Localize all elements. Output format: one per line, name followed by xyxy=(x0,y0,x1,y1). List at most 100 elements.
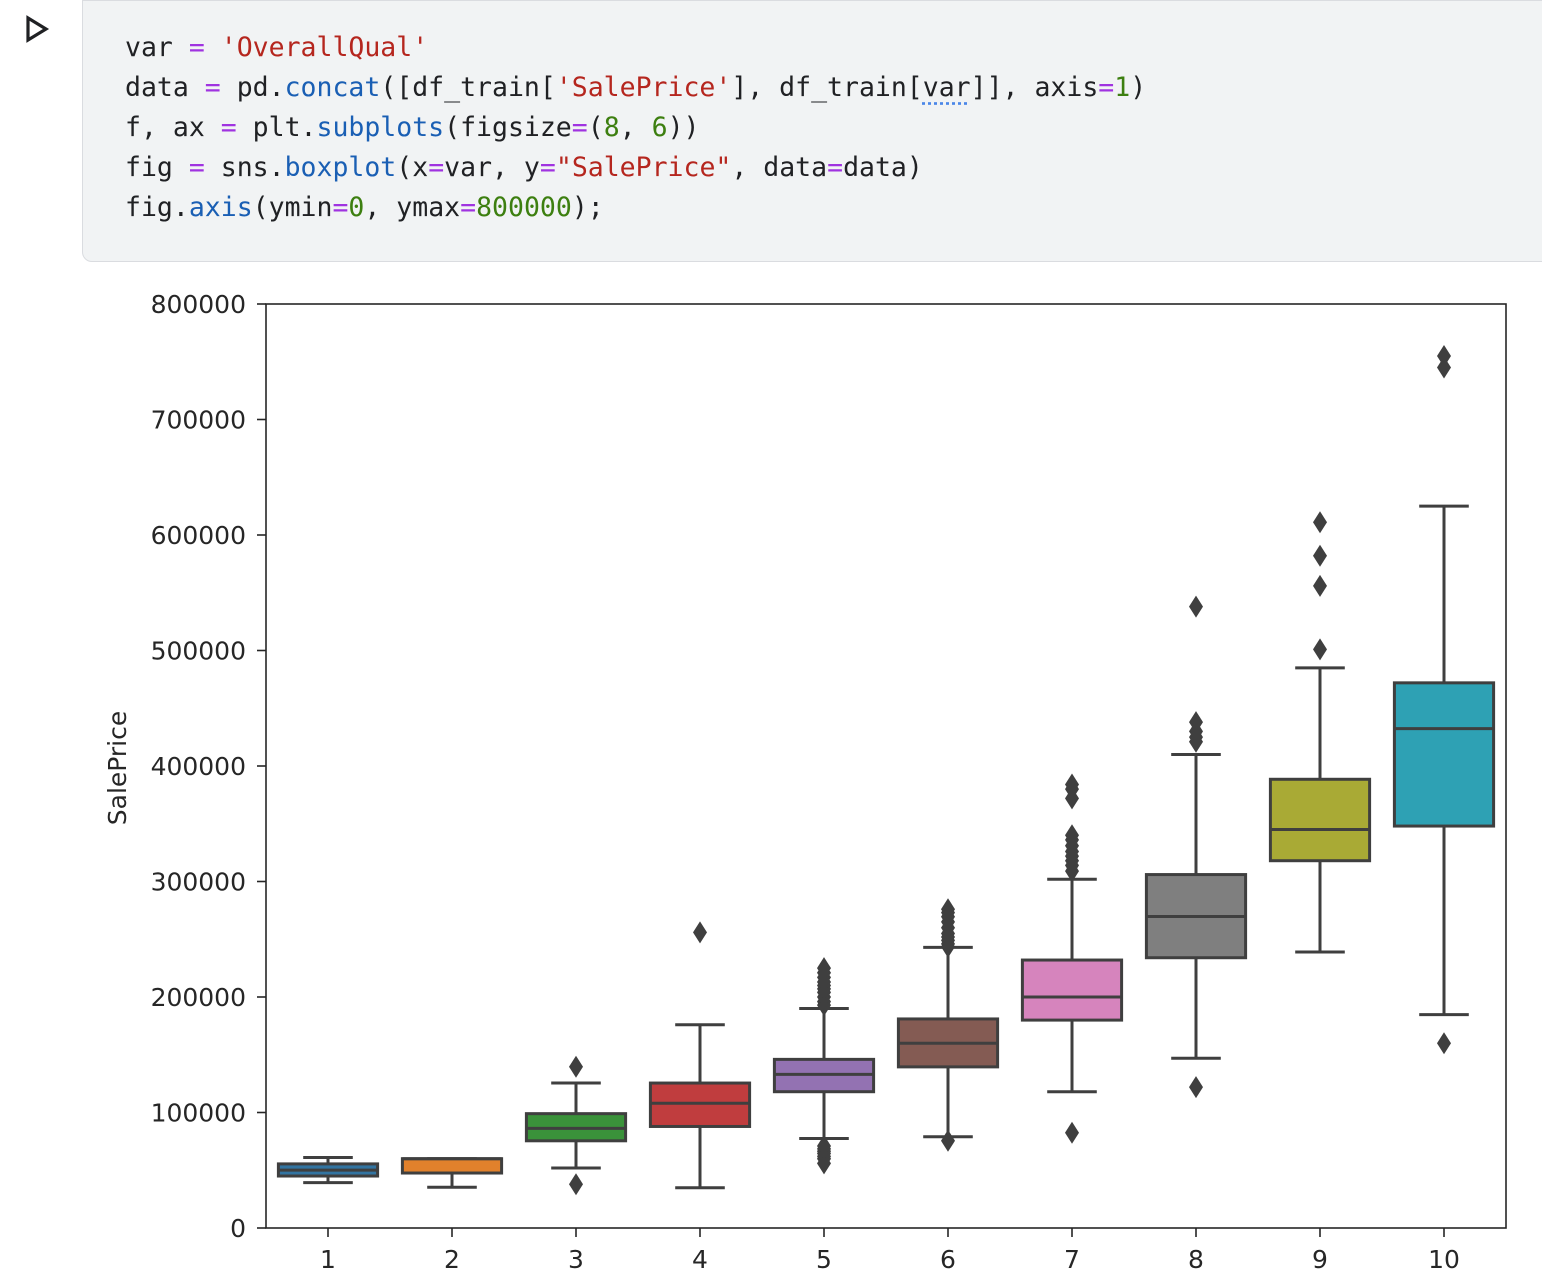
code-token: plt. xyxy=(236,112,317,143)
outlier-point xyxy=(1065,1121,1079,1144)
code-token: var xyxy=(922,72,971,103)
code-line: fig = sns.boxplot(x=var, y="SalePrice", … xyxy=(125,148,1146,188)
code-editor[interactable]: var = 'OverallQual' data = pd.concat([df_… xyxy=(125,28,1146,228)
outlier-point xyxy=(1313,638,1327,661)
code-token: fig xyxy=(125,152,189,183)
outlier-point xyxy=(941,1129,955,1152)
code-token: = xyxy=(460,192,477,223)
y-axis-label: SalePrice xyxy=(103,711,132,826)
code-token: 8 xyxy=(603,112,620,143)
outlier-point xyxy=(1189,711,1203,734)
code-token: 'SalePrice' xyxy=(555,72,732,103)
code-token: 800000 xyxy=(476,192,572,223)
code-cell[interactable]: var = 'OverallQual' data = pd.concat([df_… xyxy=(82,0,1542,262)
outlier-point xyxy=(569,1055,583,1078)
outlier-point xyxy=(1189,595,1203,618)
y-tick-label: 800000 xyxy=(151,290,246,319)
code-token: )) xyxy=(667,112,700,143)
outlier-point xyxy=(569,1173,583,1196)
outlier-point xyxy=(1313,511,1327,534)
x-tick-label: 4 xyxy=(692,1245,708,1274)
code-token: ], df_train[ xyxy=(731,72,923,103)
code-token: 6 xyxy=(651,112,668,143)
code-token: f, ax xyxy=(125,112,221,143)
code-token: (x xyxy=(396,152,429,183)
code-line: fig.axis(ymin=0, ymax=800000); xyxy=(125,188,1146,228)
outlier-point xyxy=(693,921,707,944)
x-tick-label: 3 xyxy=(568,1245,584,1274)
code-token: concat xyxy=(284,72,381,103)
code-token: = xyxy=(571,112,588,143)
outlier-point xyxy=(1313,544,1327,567)
code-token: ([df_train[ xyxy=(380,72,556,103)
code-token: 1 xyxy=(1114,72,1131,103)
y-tick-label: 300000 xyxy=(151,868,246,897)
x-tick-label: 10 xyxy=(1428,1245,1460,1274)
run-cell-button[interactable] xyxy=(22,14,52,44)
outlier-point xyxy=(1437,1032,1451,1055)
y-tick-label: 500000 xyxy=(151,637,246,666)
code-token: = xyxy=(188,32,205,63)
code-token: var, y xyxy=(444,152,540,183)
code-line: data = pd.concat([df_train['SalePrice'],… xyxy=(125,68,1146,108)
code-token: fig. xyxy=(125,192,189,223)
code-line: var = 'OverallQual' xyxy=(125,28,1146,68)
code-token: data xyxy=(125,72,205,103)
y-tick-label: 400000 xyxy=(151,752,246,781)
code-token: var xyxy=(125,32,189,63)
code-token: ); xyxy=(571,192,604,223)
code-token: = xyxy=(827,152,844,183)
code-token: (ymin xyxy=(252,192,333,223)
code-token: subplots xyxy=(316,112,445,143)
code-token: 0 xyxy=(348,192,365,223)
x-tick-label: 8 xyxy=(1188,1245,1204,1274)
code-token: , data xyxy=(731,152,828,183)
code-token: , xyxy=(619,112,652,143)
x-tick-label: 7 xyxy=(1064,1245,1080,1274)
code-token: sns. xyxy=(204,152,285,183)
code-token: , ymax xyxy=(364,192,461,223)
code-token: = xyxy=(428,152,445,183)
code-token: pd. xyxy=(220,72,285,103)
y-tick-label: 600000 xyxy=(151,521,246,550)
outlier-point xyxy=(1437,344,1451,367)
outlier-point xyxy=(817,957,831,980)
x-tick-label: 6 xyxy=(940,1245,956,1274)
code-token: = xyxy=(220,112,237,143)
box-7 xyxy=(1020,958,1124,1022)
outlier-point xyxy=(1313,574,1327,597)
code-token: axis xyxy=(188,192,253,223)
code-token: (figsize xyxy=(444,112,572,143)
outlier-point xyxy=(1065,773,1079,796)
y-tick-label: 100000 xyxy=(151,1099,246,1128)
box-4 xyxy=(648,1081,752,1128)
x-tick-label: 1 xyxy=(320,1245,336,1274)
box-2 xyxy=(400,1157,504,1175)
x-tick-label: 9 xyxy=(1312,1245,1328,1274)
code-token: boxplot xyxy=(284,152,397,183)
outlier-point xyxy=(1189,1076,1203,1099)
outlier-point xyxy=(941,898,955,921)
outlier-point xyxy=(817,1134,831,1157)
code-token: = xyxy=(332,192,349,223)
code-token: ]], axis xyxy=(970,72,1099,103)
code-token: = xyxy=(1098,72,1115,103)
y-tick-label: 700000 xyxy=(151,406,246,435)
code-token: ) xyxy=(1130,72,1147,103)
code-token: = xyxy=(539,152,556,183)
outlier-point xyxy=(1065,824,1079,847)
code-token: "SalePrice" xyxy=(555,152,732,183)
code-token: = xyxy=(188,152,205,183)
box-9 xyxy=(1268,777,1372,863)
x-tick-label: 5 xyxy=(816,1245,832,1274)
x-tick-label: 2 xyxy=(444,1245,460,1274)
outlier-point xyxy=(1437,356,1451,379)
y-tick-label: 200000 xyxy=(151,983,246,1012)
code-line: f, ax = plt.subplots(figsize=(8, 6)) xyxy=(125,108,1146,148)
code-token: ( xyxy=(587,112,604,143)
play-triangle-icon xyxy=(26,15,50,43)
box-10 xyxy=(1392,681,1496,828)
code-token: 'OverallQual' xyxy=(220,32,429,63)
y-tick-label: 0 xyxy=(230,1214,246,1243)
